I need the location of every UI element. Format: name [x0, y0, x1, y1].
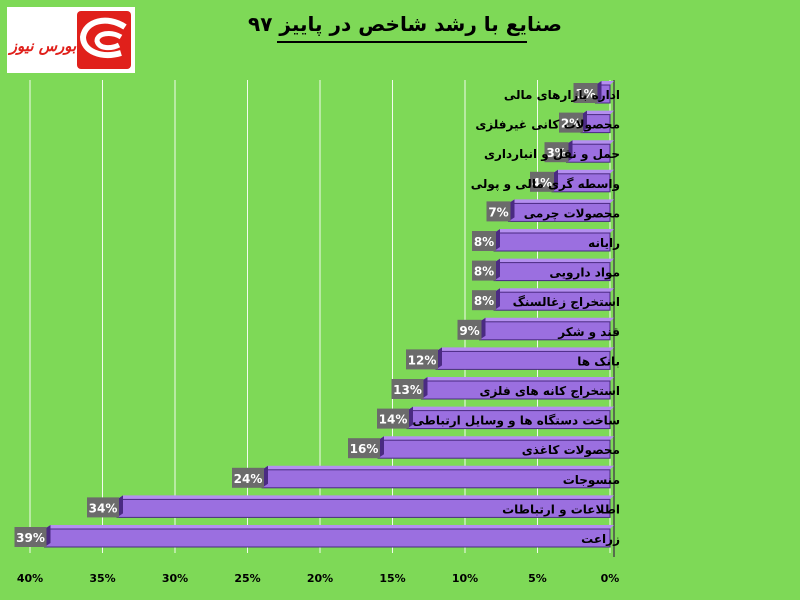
category-label: استخراج زغالسنگ [513, 295, 620, 309]
bar-top [566, 140, 614, 145]
value-label: 24% [234, 472, 263, 486]
category-label: زراعت [581, 532, 620, 546]
category-label: بانک ها [577, 354, 620, 368]
value-label-box [530, 171, 554, 192]
value-label-box [472, 260, 496, 281]
value-label-box [391, 379, 424, 399]
bourse-news-logo: بورس نیوز [7, 7, 135, 73]
category-label: منسوجات [563, 473, 620, 488]
value-label: 34% [89, 501, 118, 515]
bar [261, 469, 611, 489]
value-label-box [457, 319, 482, 340]
value-label: 7% [488, 205, 508, 219]
x-tick-label: 15% [379, 572, 405, 585]
value-label: 13% [393, 383, 422, 397]
category-label: اداره بازارهای مالی [504, 88, 620, 102]
value-label: 3% [546, 146, 566, 160]
logo-text: بورس نیوز [8, 37, 77, 55]
category-label: مواد دارویی [549, 266, 620, 281]
value-label-box [406, 349, 438, 370]
value-label: 8% [474, 235, 494, 249]
value-label-box [544, 142, 569, 163]
value-label: 2% [561, 117, 581, 131]
x-axis-ticks: 40% 35% 30% 25% 20% 15% 10% 5% 0% [17, 572, 620, 585]
category-label: اطلاعات و ارتباطات [502, 502, 620, 517]
value-label-box [87, 497, 119, 518]
category-label: رایانه [588, 236, 620, 250]
chart-title: صنایع با رشد شاخص در پاییز ۹۷ [248, 12, 562, 36]
category-label: استخراج کانه های فلزی [479, 384, 620, 398]
bar-top [262, 465, 614, 470]
bar-top [494, 258, 614, 263]
category-label: ساخت دستگاه ها و وسایل ارتباطی [412, 414, 620, 429]
value-label-box [472, 290, 496, 311]
bar-top [581, 110, 614, 115]
value-label: 9% [459, 324, 479, 338]
x-tick-label: 25% [234, 572, 260, 585]
value-label: 8% [474, 265, 494, 279]
bar-top [378, 436, 614, 441]
x-tick-label: 40% [17, 572, 43, 585]
value-label: 39% [16, 531, 45, 545]
category-label: قند و شکر [557, 325, 620, 340]
value-label: 8% [474, 294, 494, 308]
bar [44, 528, 611, 548]
category-labels: اداره بازارهای مالی محصولات کانی غیرفلزی ح… [412, 88, 620, 546]
bar-top [421, 377, 614, 381]
x-tick-label: 20% [307, 572, 333, 585]
x-tick-label: 30% [162, 572, 188, 585]
bars: 1% 2% 3% 4% 7% 8% 8% 8% 9% 12% 13% 14% 16% 24% 34% 39% [14, 81, 614, 548]
bar-top [508, 199, 614, 204]
value-label-box [472, 231, 496, 251]
category-label: واسطه گری مالی و پولی [471, 177, 620, 192]
category-label: محصولات کانی غیرفلزی [475, 118, 620, 133]
value-label-box [348, 438, 380, 459]
x-tick-label: 35% [89, 572, 115, 585]
title-underline [277, 41, 527, 43]
value-label-box [377, 408, 409, 429]
category-label: محصولات چرمی [524, 206, 620, 221]
value-label-box [14, 527, 47, 547]
x-tick-label: 0% [601, 572, 620, 585]
bar-top [494, 229, 614, 233]
value-label: 4% [532, 176, 552, 190]
bar-top [44, 525, 614, 529]
bar-top [552, 169, 614, 174]
bar-top [494, 288, 614, 293]
value-label-box [486, 201, 511, 222]
category-label: محصولات کاغذی [522, 443, 620, 458]
value-label: 12% [408, 353, 437, 367]
bar-top [117, 495, 614, 500]
category-label: حمل و نقل و انبارداری [484, 147, 620, 162]
bar-top [479, 317, 614, 322]
value-label-box [232, 467, 264, 488]
value-label: 16% [350, 442, 379, 456]
value-label-box [559, 112, 583, 133]
x-tick-label: 10% [452, 572, 478, 585]
bar-top [436, 347, 614, 352]
value-label: 1% [575, 87, 595, 101]
value-label-box [573, 83, 598, 103]
x-tick-label: 5% [528, 572, 547, 585]
value-label: 14% [379, 413, 408, 427]
bar-top [407, 406, 614, 411]
